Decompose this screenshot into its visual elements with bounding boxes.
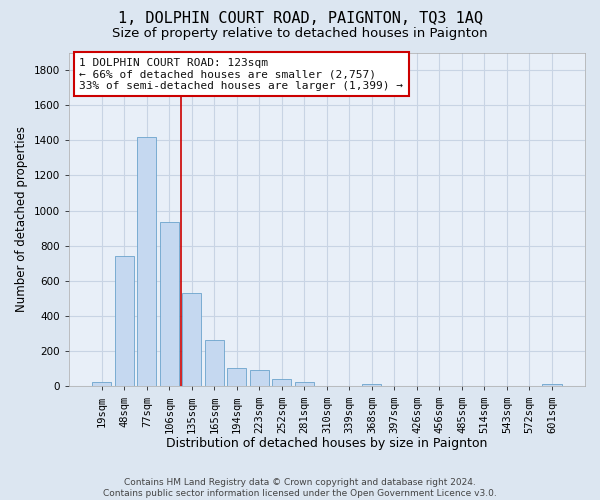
- Bar: [227, 368, 247, 386]
- Text: 1, DOLPHIN COURT ROAD, PAIGNTON, TQ3 1AQ: 1, DOLPHIN COURT ROAD, PAIGNTON, TQ3 1AQ: [118, 11, 482, 26]
- Bar: [182, 293, 202, 386]
- Bar: [542, 384, 562, 386]
- Bar: [250, 370, 269, 386]
- Bar: [272, 380, 292, 386]
- Text: Contains HM Land Registry data © Crown copyright and database right 2024.
Contai: Contains HM Land Registry data © Crown c…: [103, 478, 497, 498]
- Bar: [137, 137, 157, 386]
- Bar: [362, 384, 382, 386]
- Bar: [295, 382, 314, 386]
- Bar: [92, 382, 112, 386]
- Text: 1 DOLPHIN COURT ROAD: 123sqm
← 66% of detached houses are smaller (2,757)
33% of: 1 DOLPHIN COURT ROAD: 123sqm ← 66% of de…: [79, 58, 403, 90]
- Y-axis label: Number of detached properties: Number of detached properties: [15, 126, 28, 312]
- X-axis label: Distribution of detached houses by size in Paignton: Distribution of detached houses by size …: [166, 437, 488, 450]
- Text: Size of property relative to detached houses in Paignton: Size of property relative to detached ho…: [112, 28, 488, 40]
- Bar: [160, 222, 179, 386]
- Bar: [115, 256, 134, 386]
- Bar: [205, 340, 224, 386]
